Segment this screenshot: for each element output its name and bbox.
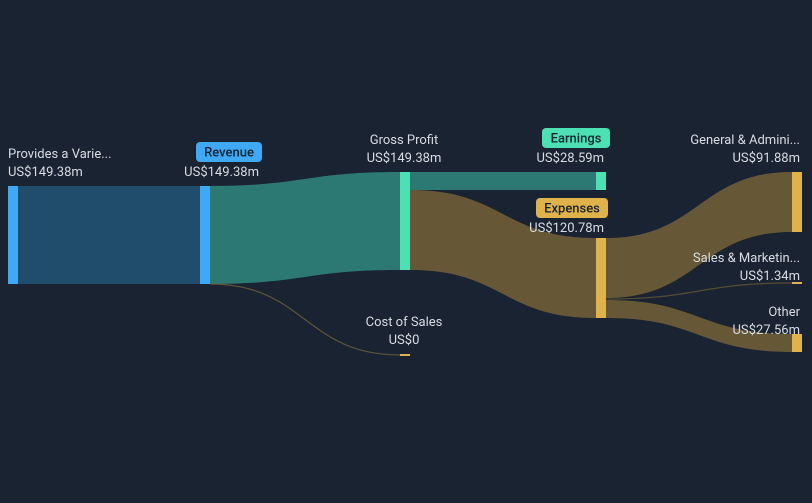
node-label-gp: Gross Profit (370, 133, 439, 148)
node-pill-text-exp: Expenses (544, 202, 600, 217)
node-label-ga: General & Admini... (690, 133, 800, 148)
node-value-exp: US$120.78m (529, 221, 604, 236)
node-value-provides: US$149.38m (8, 165, 83, 180)
node-earn[interactable] (596, 172, 606, 190)
node-value-earn: US$28.59m (536, 151, 604, 166)
node-label-provides: Provides a Varie... (8, 147, 112, 162)
node-value-revenue: US$149.38m (184, 165, 259, 180)
node-cos[interactable] (400, 354, 410, 356)
node-label-other: Other (768, 305, 800, 320)
sankey-link-gp-earn (410, 172, 596, 190)
node-value-sm: US$1.34m (740, 269, 800, 284)
sankey-link-provides-revenue (18, 186, 200, 284)
node-value-other: US$27.56m (732, 323, 800, 338)
node-provides[interactable] (8, 186, 18, 284)
node-exp[interactable] (596, 238, 606, 318)
node-pill-text-revenue: Revenue (204, 146, 254, 161)
node-gp[interactable] (400, 172, 410, 270)
sankey-link-revenue-gp (210, 172, 400, 284)
sankey-chart: Provides a Varie... US$149.38m Revenue US$1… (0, 0, 812, 503)
node-ga[interactable] (792, 172, 802, 232)
node-pill-text-earn: Earnings (551, 132, 602, 147)
node-value-cos: US$0 (389, 333, 420, 348)
node-label-cos: Cost of Sales (366, 315, 443, 330)
node-revenue[interactable] (200, 186, 210, 284)
node-label-sm: Sales & Marketin... (693, 251, 800, 266)
node-value-ga: US$91.88m (732, 151, 800, 166)
node-value-gp: US$149.38m (367, 151, 442, 166)
